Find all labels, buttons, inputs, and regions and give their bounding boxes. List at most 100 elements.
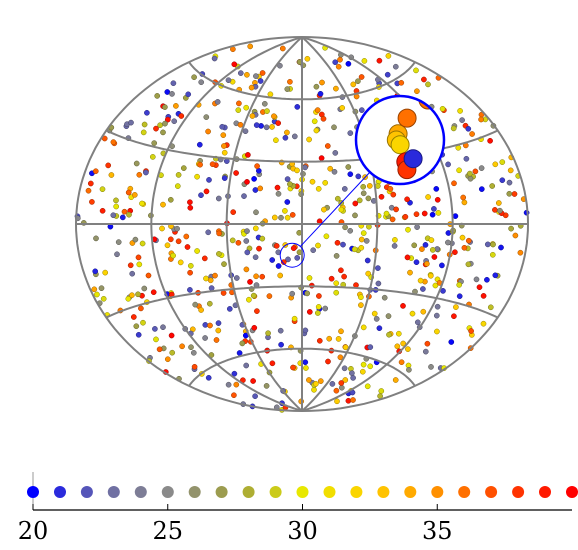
graticule	[74, 36, 530, 412]
data-point	[360, 324, 367, 331]
data-point	[347, 227, 354, 234]
data-point	[175, 238, 182, 245]
data-point	[347, 171, 354, 178]
parallel-line	[188, 347, 416, 387]
data-point	[114, 251, 120, 258]
data-points	[74, 43, 530, 413]
data-point	[130, 314, 137, 320]
data-point	[91, 286, 98, 293]
data-point	[506, 190, 513, 197]
data-point	[345, 164, 352, 170]
data-point	[252, 225, 259, 232]
data-point	[251, 176, 257, 182]
colorbar-swatch	[80, 486, 93, 498]
data-point	[492, 272, 499, 279]
data-point	[352, 200, 359, 207]
data-point	[466, 170, 473, 177]
data-point	[235, 239, 242, 246]
data-point	[332, 150, 339, 156]
data-point	[326, 335, 333, 342]
data-point	[439, 105, 446, 112]
data-point	[484, 276, 490, 283]
data-point	[400, 340, 407, 347]
data-point	[250, 292, 257, 299]
data-point	[269, 360, 276, 367]
data-point	[225, 381, 232, 388]
data-point	[208, 285, 215, 291]
data-point	[463, 155, 470, 162]
data-point	[174, 225, 180, 232]
data-point	[129, 270, 136, 277]
data-point	[405, 346, 411, 352]
zoom-point	[390, 135, 410, 155]
colorbar-swatch	[269, 486, 282, 498]
data-point	[517, 249, 524, 256]
data-point	[302, 359, 309, 366]
data-point	[236, 100, 242, 107]
data-point	[402, 213, 409, 220]
data-point	[495, 200, 502, 206]
data-point	[99, 186, 106, 193]
data-point	[280, 259, 287, 265]
data-point	[115, 239, 122, 245]
data-point	[364, 383, 371, 390]
data-point	[432, 282, 439, 289]
data-point	[347, 130, 354, 136]
data-point	[417, 277, 424, 284]
colorbar-swatch	[485, 486, 498, 498]
data-point	[460, 194, 467, 201]
data-point	[428, 237, 435, 243]
data-point	[294, 255, 301, 261]
data-point	[236, 350, 243, 356]
data-point	[331, 124, 337, 131]
data-point	[480, 293, 487, 299]
data-point	[315, 185, 322, 192]
data-point	[207, 277, 214, 284]
data-point	[376, 57, 383, 64]
data-point	[191, 74, 197, 81]
data-point	[406, 366, 412, 373]
data-point	[349, 370, 355, 376]
data-point	[373, 316, 380, 322]
data-point	[279, 45, 286, 52]
colorbar: 20 25 30 35	[18, 472, 578, 545]
data-point	[420, 308, 427, 315]
data-point	[273, 243, 280, 249]
data-point	[492, 161, 499, 168]
data-point	[164, 116, 171, 123]
data-point	[484, 241, 491, 248]
data-point	[303, 365, 309, 371]
data-point	[235, 107, 242, 113]
data-point	[331, 168, 338, 175]
data-point	[153, 336, 159, 343]
data-point	[310, 247, 317, 254]
data-point	[102, 269, 109, 276]
data-point	[421, 76, 427, 83]
data-point	[311, 386, 317, 393]
data-point	[275, 263, 282, 269]
data-point	[498, 244, 504, 251]
data-point	[231, 370, 238, 377]
data-point	[398, 79, 405, 86]
data-point	[197, 161, 203, 168]
data-point	[338, 206, 345, 213]
data-point	[156, 346, 163, 353]
colorbar-swatch	[134, 486, 147, 498]
data-point	[105, 162, 112, 169]
colorbar-swatch	[566, 486, 578, 498]
data-point	[139, 200, 145, 207]
data-point	[237, 121, 244, 128]
data-point	[246, 296, 252, 303]
data-point	[241, 193, 247, 199]
data-point	[282, 208, 288, 214]
data-point	[233, 275, 240, 281]
data-point	[414, 224, 420, 230]
data-point	[431, 254, 438, 260]
data-point	[254, 308, 260, 314]
data-point	[221, 149, 228, 156]
data-point	[327, 165, 334, 172]
data-point	[360, 190, 367, 197]
data-point	[225, 77, 232, 84]
data-point	[192, 301, 199, 308]
data-point	[154, 93, 161, 99]
